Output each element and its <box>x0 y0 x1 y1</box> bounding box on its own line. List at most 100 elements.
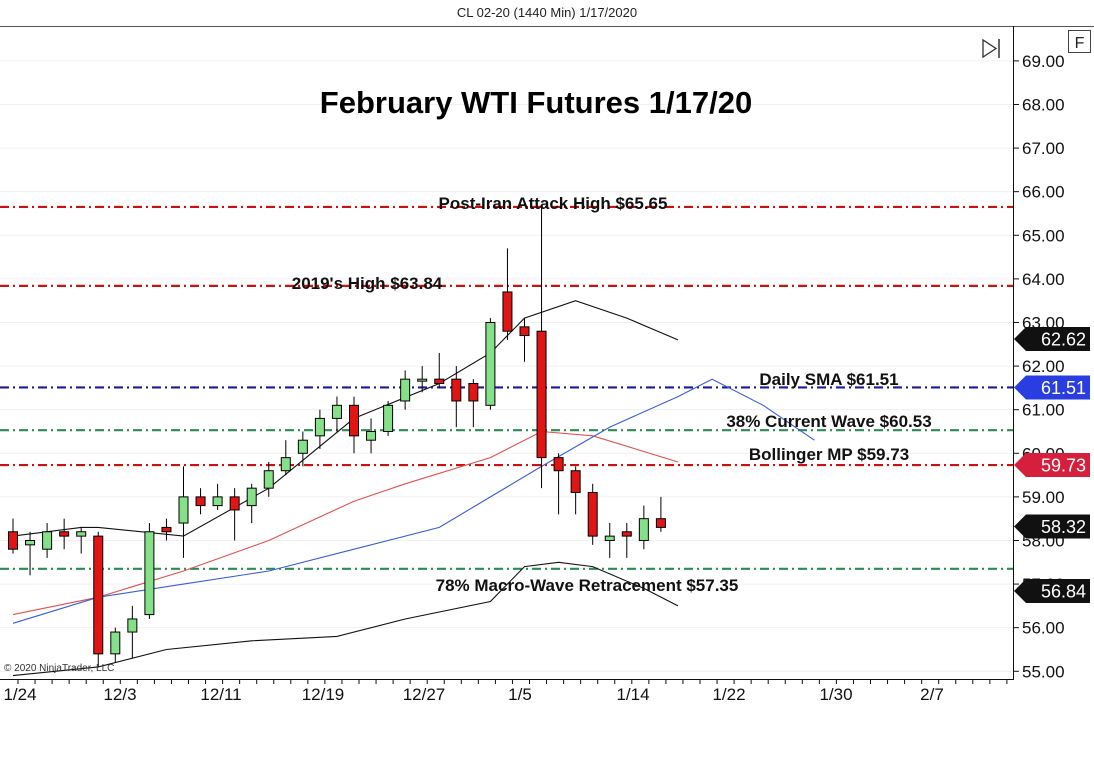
candle-body <box>485 321 496 406</box>
candle <box>400 370 411 410</box>
candle <box>587 483 598 545</box>
level-lines <box>0 205 1013 570</box>
price-tag-label: 62.62 <box>1041 330 1086 350</box>
candle-body <box>570 470 581 494</box>
candle-body <box>587 492 598 537</box>
candle <box>434 353 445 388</box>
candle-body <box>349 404 359 437</box>
price-tag-label: 61.51 <box>1041 378 1086 398</box>
price-chart[interactable]: 55.0056.0057.0058.0059.0060.0061.0062.00… <box>0 26 1094 708</box>
x-tick-label: 12/27 <box>403 685 446 704</box>
candle <box>42 523 53 558</box>
price-tags: 62.62 61.51 59.73 58.32 56.84 <box>1014 327 1090 604</box>
candle <box>331 396 342 432</box>
candle-body <box>144 531 155 616</box>
y-tick-label: 69.00 <box>1022 52 1065 71</box>
price-tag-shape <box>1014 375 1090 400</box>
candle <box>161 518 172 541</box>
x-tick-label: 1/5 <box>508 685 532 704</box>
y-tick-label: 59.00 <box>1022 488 1065 507</box>
candle-body <box>400 378 411 402</box>
x-tick-label: 1/22 <box>712 685 745 704</box>
y-tick-label: 68.00 <box>1022 95 1065 114</box>
candle <box>638 505 649 550</box>
candle <box>468 379 479 428</box>
y-tick-label: 67.00 <box>1022 139 1065 158</box>
candle <box>178 466 189 558</box>
candle-body <box>383 404 394 432</box>
level-label: Post-Iran Attack High $65.65 <box>439 194 668 213</box>
gridlines <box>0 60 1013 672</box>
time-axis: 1/24 12/3 12/11 12/19 12/27 1/5 1/14 1/22 1/30 2/… <box>3 680 1008 704</box>
candle <box>59 518 70 550</box>
candle-body <box>246 487 257 507</box>
price-tag: 59.73 <box>1014 453 1090 478</box>
candle-body <box>621 531 632 537</box>
price-tag-label: 59.73 <box>1041 456 1086 476</box>
candle-body <box>519 326 530 337</box>
y-tick-label: 55.00 <box>1022 662 1065 681</box>
candle-body <box>195 496 206 507</box>
candle-body <box>42 531 53 550</box>
candle <box>655 496 666 532</box>
candle-body <box>536 330 547 459</box>
y-tick-label: 56.00 <box>1022 619 1065 638</box>
candle-body <box>417 378 428 382</box>
price-tag-shape <box>1014 453 1090 478</box>
candle <box>25 531 36 576</box>
candle-body <box>314 417 325 437</box>
candle <box>349 396 359 454</box>
candle <box>8 518 18 554</box>
candle-body <box>604 535 615 541</box>
level-label: 38% Current Wave $60.53 <box>726 412 931 431</box>
candle <box>144 523 155 619</box>
candle-body <box>263 470 274 489</box>
candlesticks <box>8 206 666 667</box>
level-label: Daily SMA $61.51 <box>759 370 898 389</box>
level-annotations: Post-Iran Attack High $65.65 2019's High … <box>292 194 932 595</box>
candle-body <box>25 539 36 546</box>
candle-body <box>161 526 172 533</box>
bb-lower-line <box>12 561 679 677</box>
candle <box>127 605 138 659</box>
candle-body <box>331 404 342 419</box>
candle <box>229 488 240 541</box>
flag-button[interactable]: F <box>1068 30 1091 53</box>
candle <box>621 523 632 558</box>
x-tick-label: 12/3 <box>103 685 136 704</box>
chart-background <box>0 26 1094 708</box>
x-tick-label: 1/30 <box>819 685 852 704</box>
candle <box>297 431 308 467</box>
candle-body <box>451 378 462 402</box>
sma-line <box>12 378 815 624</box>
x-tick-label: 1/24 <box>3 685 36 704</box>
candle <box>553 453 564 515</box>
price-tag-label: 58.32 <box>1041 517 1086 537</box>
candle <box>246 483 257 524</box>
price-tag: 56.84 <box>1014 579 1090 604</box>
candle <box>570 466 581 515</box>
candle-body <box>468 383 479 402</box>
x-tick-label: 2/7 <box>920 685 944 704</box>
x-tick-label: 12/11 <box>200 685 241 704</box>
scroll-to-end-icon[interactable] <box>982 38 1000 59</box>
candle-body <box>76 531 87 537</box>
chart-header-caption: CL 02-20 (1440 Min) 1/17/2020 <box>456 5 638 20</box>
candle-body <box>434 378 445 385</box>
candle-body <box>366 430 377 441</box>
candle-body <box>178 496 189 524</box>
candle <box>451 366 462 428</box>
x-tick-label: 1/14 <box>616 685 649 704</box>
bottom-strip <box>0 708 1094 762</box>
candle <box>263 462 274 497</box>
level-label: 2019's High $63.84 <box>292 274 443 293</box>
candle <box>195 488 206 515</box>
candle-body <box>212 496 223 507</box>
level-label: 78% Macro-Wave Retracement $57.35 <box>436 576 739 595</box>
candle-body <box>553 457 564 472</box>
bb-mid-line <box>12 430 679 616</box>
candle <box>485 318 496 410</box>
candle <box>110 627 121 663</box>
x-tick-label: 12/19 <box>302 685 345 704</box>
candle-body <box>655 518 666 528</box>
